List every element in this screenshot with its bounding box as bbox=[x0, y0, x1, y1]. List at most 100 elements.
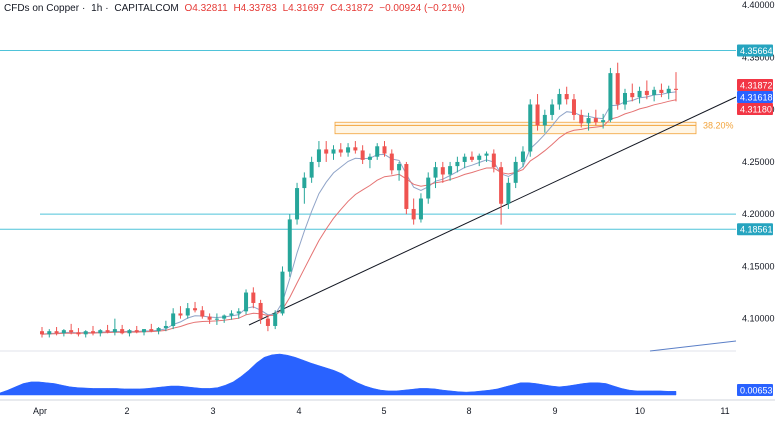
y-tick-label: 4.20000 bbox=[742, 209, 775, 219]
candle-body bbox=[178, 313, 183, 316]
candle-body bbox=[484, 153, 489, 156]
candle-body bbox=[411, 208, 416, 220]
y-tick-label: 4.10000 bbox=[742, 314, 775, 324]
candle-body bbox=[295, 188, 300, 220]
candle-body bbox=[69, 330, 74, 333]
candle-body bbox=[455, 161, 460, 167]
x-tick-label: 8 bbox=[466, 406, 471, 416]
candle-body bbox=[404, 164, 409, 209]
fibonacci-zone[interactable] bbox=[334, 121, 697, 135]
oscillator-trendline[interactable] bbox=[649, 340, 737, 352]
price-badge: 4.31180 bbox=[740, 105, 772, 115]
x-tick-label: 11 bbox=[720, 406, 729, 416]
level-price-badge: 4.35664 bbox=[740, 46, 773, 56]
candle-body bbox=[520, 151, 525, 162]
candle-body bbox=[280, 271, 285, 314]
price-badge-bg bbox=[737, 103, 773, 115]
candle-body bbox=[258, 302, 263, 319]
price-badge: 4.31872 bbox=[740, 81, 773, 91]
fibonacci-label: 38.20% bbox=[703, 120, 734, 130]
candle-body bbox=[397, 164, 402, 171]
x-tick-label: 3 bbox=[210, 406, 215, 416]
oscillator-area bbox=[0, 353, 677, 396]
candle-body bbox=[91, 331, 96, 334]
candle-body bbox=[302, 177, 307, 189]
candle-body bbox=[448, 166, 453, 175]
candle-body bbox=[462, 156, 467, 162]
trendline[interactable] bbox=[248, 96, 737, 326]
candle-body bbox=[513, 161, 518, 183]
exchange-name: CAPITALCOM bbox=[114, 3, 179, 14]
candle-body bbox=[98, 330, 103, 334]
symbol-name[interactable]: CFDs on Copper bbox=[4, 3, 80, 14]
candle-body bbox=[273, 313, 278, 326]
candle-body bbox=[601, 120, 606, 123]
interval[interactable]: 1h bbox=[91, 3, 103, 14]
candle-body bbox=[229, 313, 234, 316]
candle-body bbox=[506, 182, 511, 204]
change-value: −0.00924 (−0.21%) bbox=[379, 3, 465, 14]
candle-body bbox=[593, 118, 598, 123]
candle-body bbox=[112, 329, 117, 333]
x-tick-label: 4 bbox=[296, 406, 301, 416]
candle-body bbox=[61, 330, 66, 334]
x-tick-label: 2 bbox=[124, 406, 129, 416]
candle-body bbox=[615, 73, 620, 105]
candle-body bbox=[571, 99, 576, 115]
x-tick-label: 10 bbox=[635, 406, 645, 416]
candle-body bbox=[120, 329, 125, 334]
candle-body bbox=[360, 150, 365, 160]
candle-body bbox=[469, 156, 474, 160]
candle-body bbox=[200, 310, 205, 317]
low-value: L4.31697 bbox=[282, 3, 325, 14]
candle-body bbox=[40, 331, 44, 335]
candle-body bbox=[76, 332, 81, 335]
candle-body bbox=[637, 90, 642, 98]
candle-body bbox=[499, 167, 504, 204]
candle-body bbox=[382, 146, 387, 154]
candle-body bbox=[579, 114, 584, 124]
price-badge-bg bbox=[737, 91, 773, 103]
candle-body bbox=[134, 330, 139, 333]
candle-body bbox=[105, 330, 110, 333]
price-badge: 4.31618 bbox=[740, 93, 773, 103]
candle-body bbox=[331, 149, 336, 154]
candle-body bbox=[309, 161, 314, 178]
x-tick-label: 5 bbox=[381, 406, 386, 416]
candle-body bbox=[127, 330, 132, 334]
candle-body bbox=[83, 331, 88, 335]
candle-body bbox=[207, 316, 212, 320]
candle-body bbox=[236, 311, 241, 314]
candle-body bbox=[542, 114, 547, 126]
candle-body bbox=[564, 94, 569, 100]
candle-body bbox=[491, 153, 496, 168]
candle-body bbox=[557, 94, 562, 105]
candle-body bbox=[244, 292, 249, 312]
candle-body bbox=[265, 318, 270, 326]
candle-body bbox=[666, 88, 671, 93]
ema-slow-line bbox=[41, 99, 677, 335]
candle-body bbox=[550, 104, 555, 115]
level-price-badge-bg bbox=[737, 44, 773, 57]
candle-body bbox=[171, 313, 176, 326]
candle-body bbox=[586, 118, 591, 124]
candle-body bbox=[644, 90, 649, 96]
candle-body bbox=[630, 92, 635, 98]
candle-body bbox=[389, 153, 394, 171]
candle-body bbox=[674, 88, 678, 90]
oscillator-value-badge: 0.00653 bbox=[740, 386, 773, 396]
candle-body bbox=[418, 198, 423, 220]
candle-body bbox=[316, 149, 321, 162]
open-value: O4.32811 bbox=[184, 3, 228, 14]
candle-body bbox=[324, 149, 329, 154]
oscillator-value-badge-bg bbox=[737, 384, 773, 396]
candle-body bbox=[375, 146, 380, 157]
level-price-badge-bg bbox=[737, 223, 773, 236]
candle-body bbox=[156, 328, 161, 332]
price-badge-bg bbox=[737, 79, 773, 91]
ema-fast-line bbox=[41, 91, 677, 335]
candle-body bbox=[54, 331, 59, 334]
candle-body bbox=[433, 167, 438, 178]
